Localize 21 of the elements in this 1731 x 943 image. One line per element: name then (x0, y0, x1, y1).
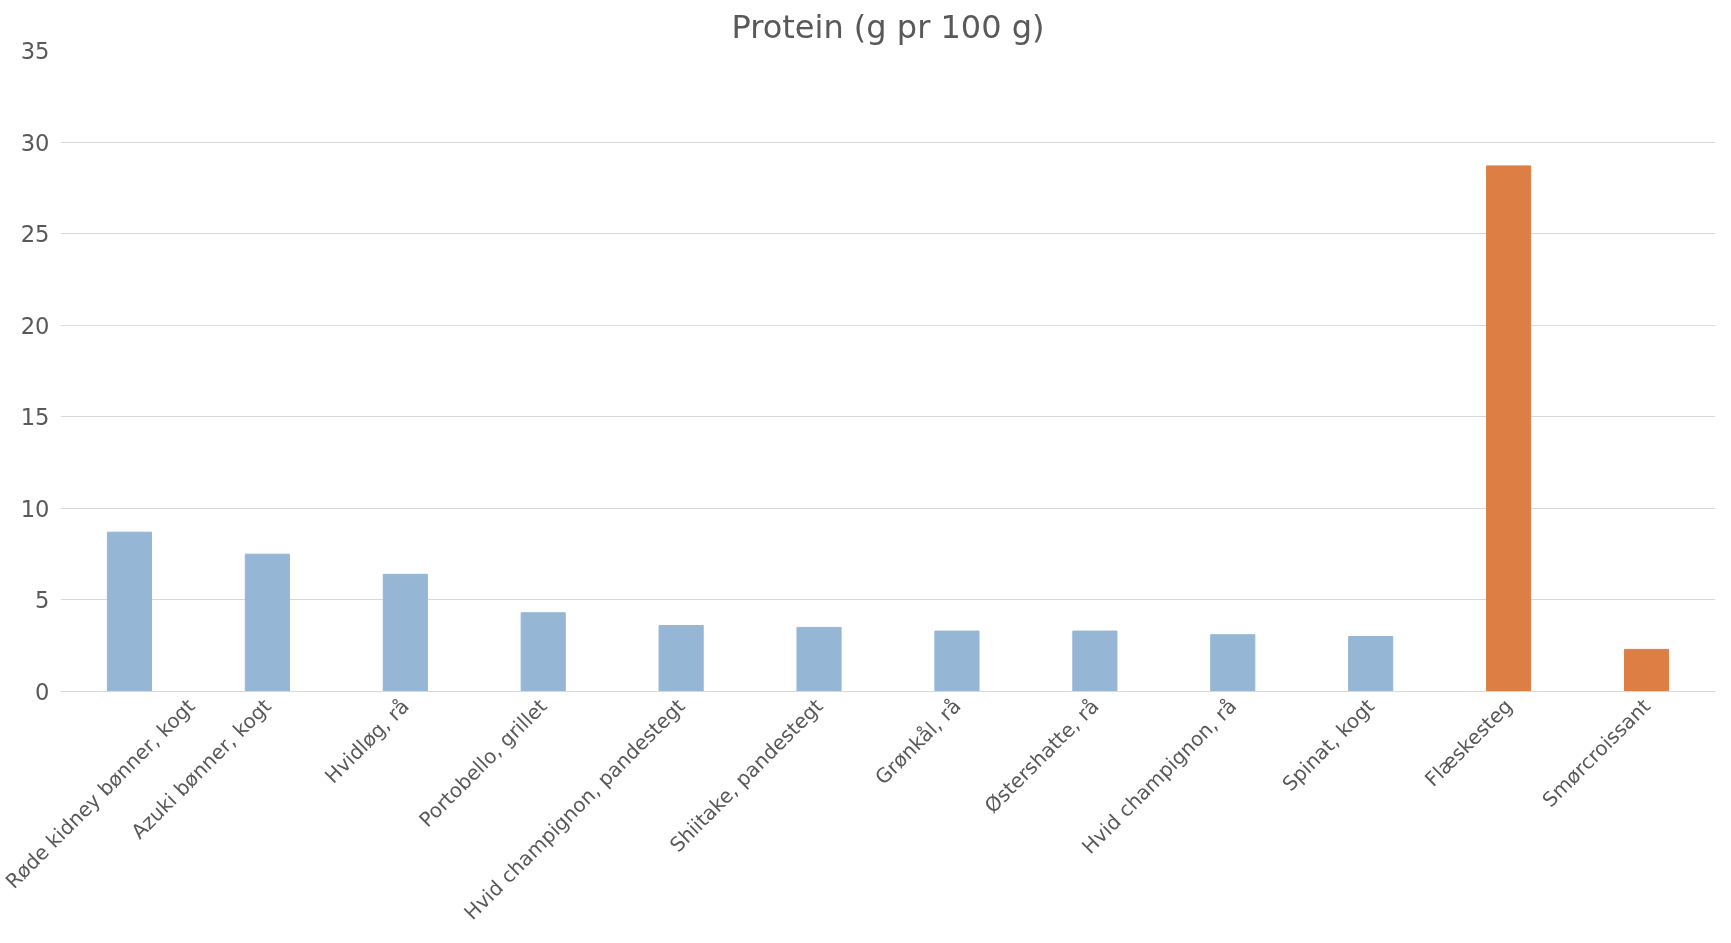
chart-title: Protein (g pr 100 g) (731, 7, 1045, 46)
y-tick-label: 0 (35, 679, 50, 705)
y-tick-label: 15 (20, 404, 50, 431)
y-tick-label: 5 (35, 587, 50, 614)
bar (1210, 634, 1256, 692)
bar (1486, 165, 1532, 692)
bar (382, 573, 428, 692)
bar (1348, 636, 1394, 692)
bar (658, 625, 704, 692)
y-tick-label: 20 (20, 312, 50, 339)
bar (1072, 630, 1118, 692)
y-tick-label: 10 (20, 495, 50, 522)
bar (934, 630, 980, 692)
y-tick-label: 30 (20, 129, 50, 156)
y-tick-label: 35 (20, 38, 50, 64)
bar (244, 553, 290, 692)
bar (1623, 648, 1670, 692)
y-tick-label: 25 (20, 221, 50, 248)
bar (106, 531, 153, 692)
bar (796, 626, 842, 692)
bar (520, 612, 566, 692)
